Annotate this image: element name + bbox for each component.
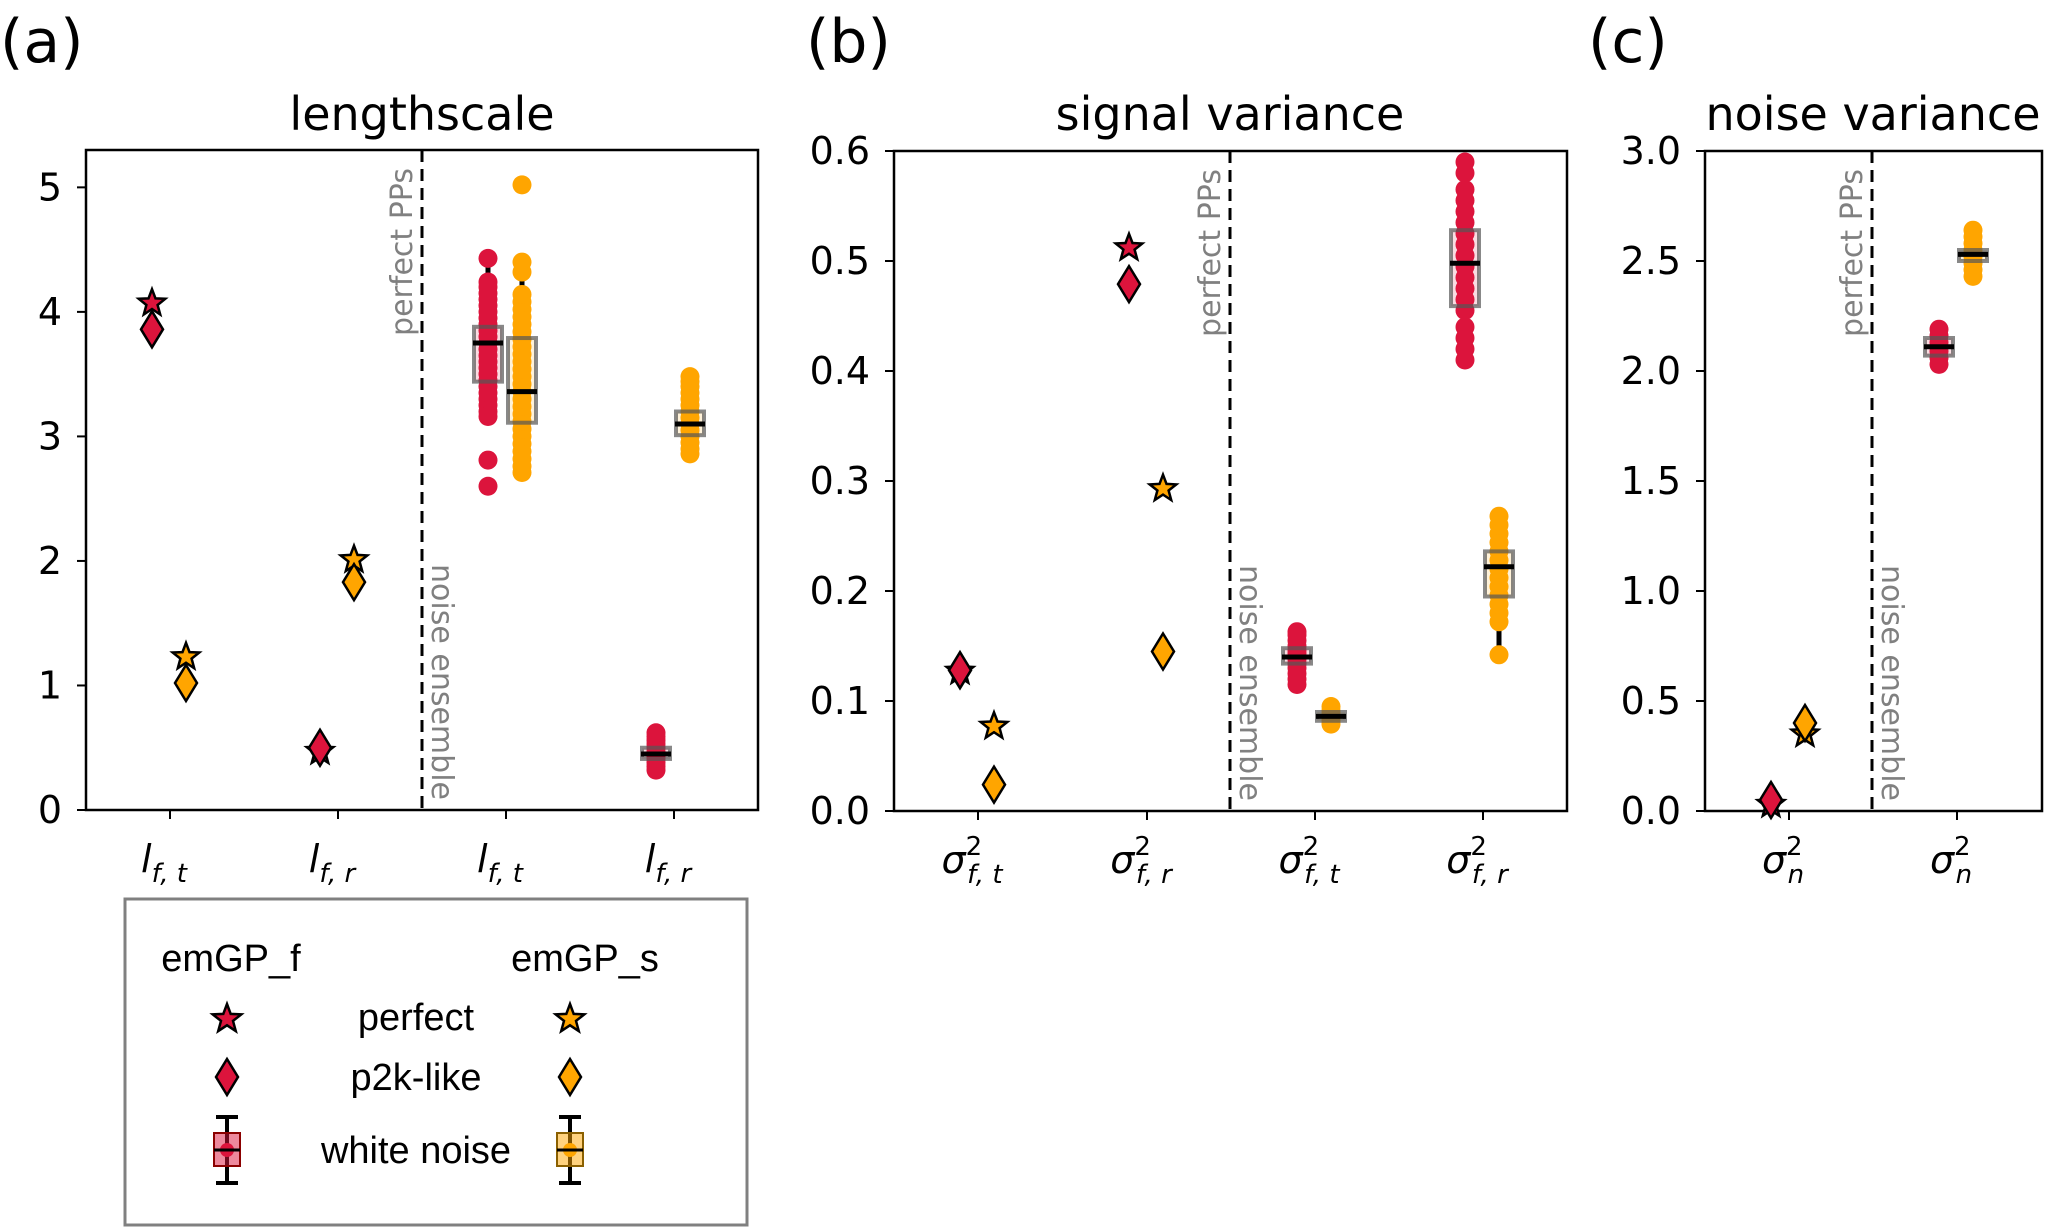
box-iqr xyxy=(1449,228,1481,309)
noise-point xyxy=(1489,645,1509,665)
panel-title: lengthscale xyxy=(289,87,554,141)
region-label-perfect-pps: perfect PPs xyxy=(1193,169,1228,337)
perfect-star-marker xyxy=(977,708,1011,741)
ytick-label: 0.0 xyxy=(1621,789,1681,833)
noise-point xyxy=(478,450,498,470)
p2k-diamond-marker xyxy=(173,662,199,704)
noise-point xyxy=(1455,152,1475,172)
region-label-perfect-pps: perfect PPs xyxy=(385,168,420,336)
ytick-label: 0.5 xyxy=(810,239,870,283)
box-iqr xyxy=(506,336,538,425)
noise-point xyxy=(478,272,498,292)
noise-point xyxy=(1929,319,1949,339)
legend-label-p2k-like: p2k-like xyxy=(351,1057,482,1099)
panel-label-b: (b) xyxy=(806,7,891,77)
noise-point xyxy=(478,476,498,496)
noise-point xyxy=(1287,622,1307,642)
legend: emGP_f emGP_s perfect p2k-like white noi… xyxy=(123,897,749,1227)
p2k-diamond-marker xyxy=(139,308,165,350)
panel-label-a: (a) xyxy=(0,7,84,77)
p2k-diamond-marker xyxy=(1792,702,1818,744)
ytick-label: 1 xyxy=(38,663,62,707)
ytick-label: 5 xyxy=(38,165,62,209)
region-label-noise-ensemble: noise ensemble xyxy=(1874,565,1909,801)
ytick-label: 0.1 xyxy=(810,679,870,723)
xtick-label: σ2 f, t xyxy=(941,832,1003,890)
xtick-label: σ2 f, r xyxy=(1110,832,1174,890)
ytick-label: 2.0 xyxy=(1621,349,1681,393)
panel-label-c: (c) xyxy=(1588,7,1668,77)
panel-noise-variance: noise variance 0.0 0.5 1.0 1.5 2.0 2.5 3.0 σ2 n σ2… xyxy=(1621,87,2044,890)
legend-header-emgp-s: emGP_s xyxy=(511,938,659,980)
ytick-label: 0.5 xyxy=(1621,679,1681,723)
perfect-star-marker xyxy=(1146,471,1180,503)
xtick-label: lf, r xyxy=(645,837,694,889)
box-iqr xyxy=(472,324,504,384)
noise-point xyxy=(1489,506,1509,526)
region-label-noise-ensemble: noise ensemble xyxy=(1232,565,1267,801)
ytick-label: 0 xyxy=(38,788,62,832)
legend-star-icon xyxy=(209,1000,245,1034)
ytick-label: 4 xyxy=(38,290,62,334)
ytick-label: 0.3 xyxy=(810,459,870,503)
panel-signal-variance: signal variance 0.0 0.1 0.2 0.3 0.4 0.5 0.6 σ2 f,… xyxy=(810,87,1569,890)
ytick-label: 0.2 xyxy=(810,569,870,613)
legend-label-perfect: perfect xyxy=(358,997,475,1039)
perfect-star-marker xyxy=(1112,230,1146,262)
legend-header-emgp-f: emGP_f xyxy=(161,938,301,980)
panel-lengthscale: lengthscale 0 1 2 3 4 5 lf, t lf, r lf, t lf, r per… xyxy=(38,87,760,889)
ytick-label: 1.5 xyxy=(1621,459,1681,503)
ytick-label: 1.0 xyxy=(1621,569,1681,613)
xtick-label: lf, r xyxy=(309,837,358,889)
region-label-noise-ensemble: noise ensemble xyxy=(424,564,459,800)
ytick-label: 2 xyxy=(38,539,62,583)
ytick-label: 0.4 xyxy=(810,349,870,393)
noise-point xyxy=(478,248,498,268)
p2k-diamond-marker xyxy=(947,649,973,691)
noise-point xyxy=(512,175,532,195)
region-label-perfect-pps: perfect PPs xyxy=(1835,169,1870,337)
noise-point xyxy=(1963,220,1983,240)
noise-point xyxy=(512,284,532,304)
legend-diamond-icon xyxy=(557,1056,583,1098)
xtick-label: σ2 f, r xyxy=(1446,832,1510,890)
xtick-label: lf, t xyxy=(141,837,188,889)
p2k-diamond-marker xyxy=(341,561,367,603)
legend-star-icon xyxy=(552,1000,588,1034)
p2k-diamond-marker xyxy=(307,727,333,769)
panel-title: noise variance xyxy=(1705,87,2040,141)
panel-title: signal variance xyxy=(1056,87,1405,141)
noise-point xyxy=(512,252,532,272)
ytick-label: 2.5 xyxy=(1621,239,1681,283)
p2k-diamond-marker xyxy=(1758,779,1784,821)
xtick-label: σ2 f, t xyxy=(1278,832,1340,890)
ytick-label: 3 xyxy=(38,414,62,458)
xtick-label: lf, t xyxy=(477,837,524,889)
legend-diamond-icon xyxy=(214,1056,240,1098)
p2k-diamond-marker xyxy=(981,764,1007,805)
noise-point xyxy=(1455,180,1475,199)
noise-point xyxy=(680,367,700,387)
noise-point xyxy=(1455,317,1475,337)
p2k-diamond-marker xyxy=(1116,263,1142,305)
xtick-label: σ2 n xyxy=(1930,832,1972,890)
noise-point xyxy=(646,723,666,743)
xtick-label: σ2 n xyxy=(1762,832,1804,890)
legend-label-white-noise: white noise xyxy=(320,1130,511,1172)
box-iqr xyxy=(1483,549,1515,599)
p2k-diamond-marker xyxy=(1150,631,1176,672)
ytick-label: 0.6 xyxy=(810,129,870,173)
ytick-label: 3.0 xyxy=(1621,129,1681,173)
ytick-label: 0.0 xyxy=(810,789,870,833)
